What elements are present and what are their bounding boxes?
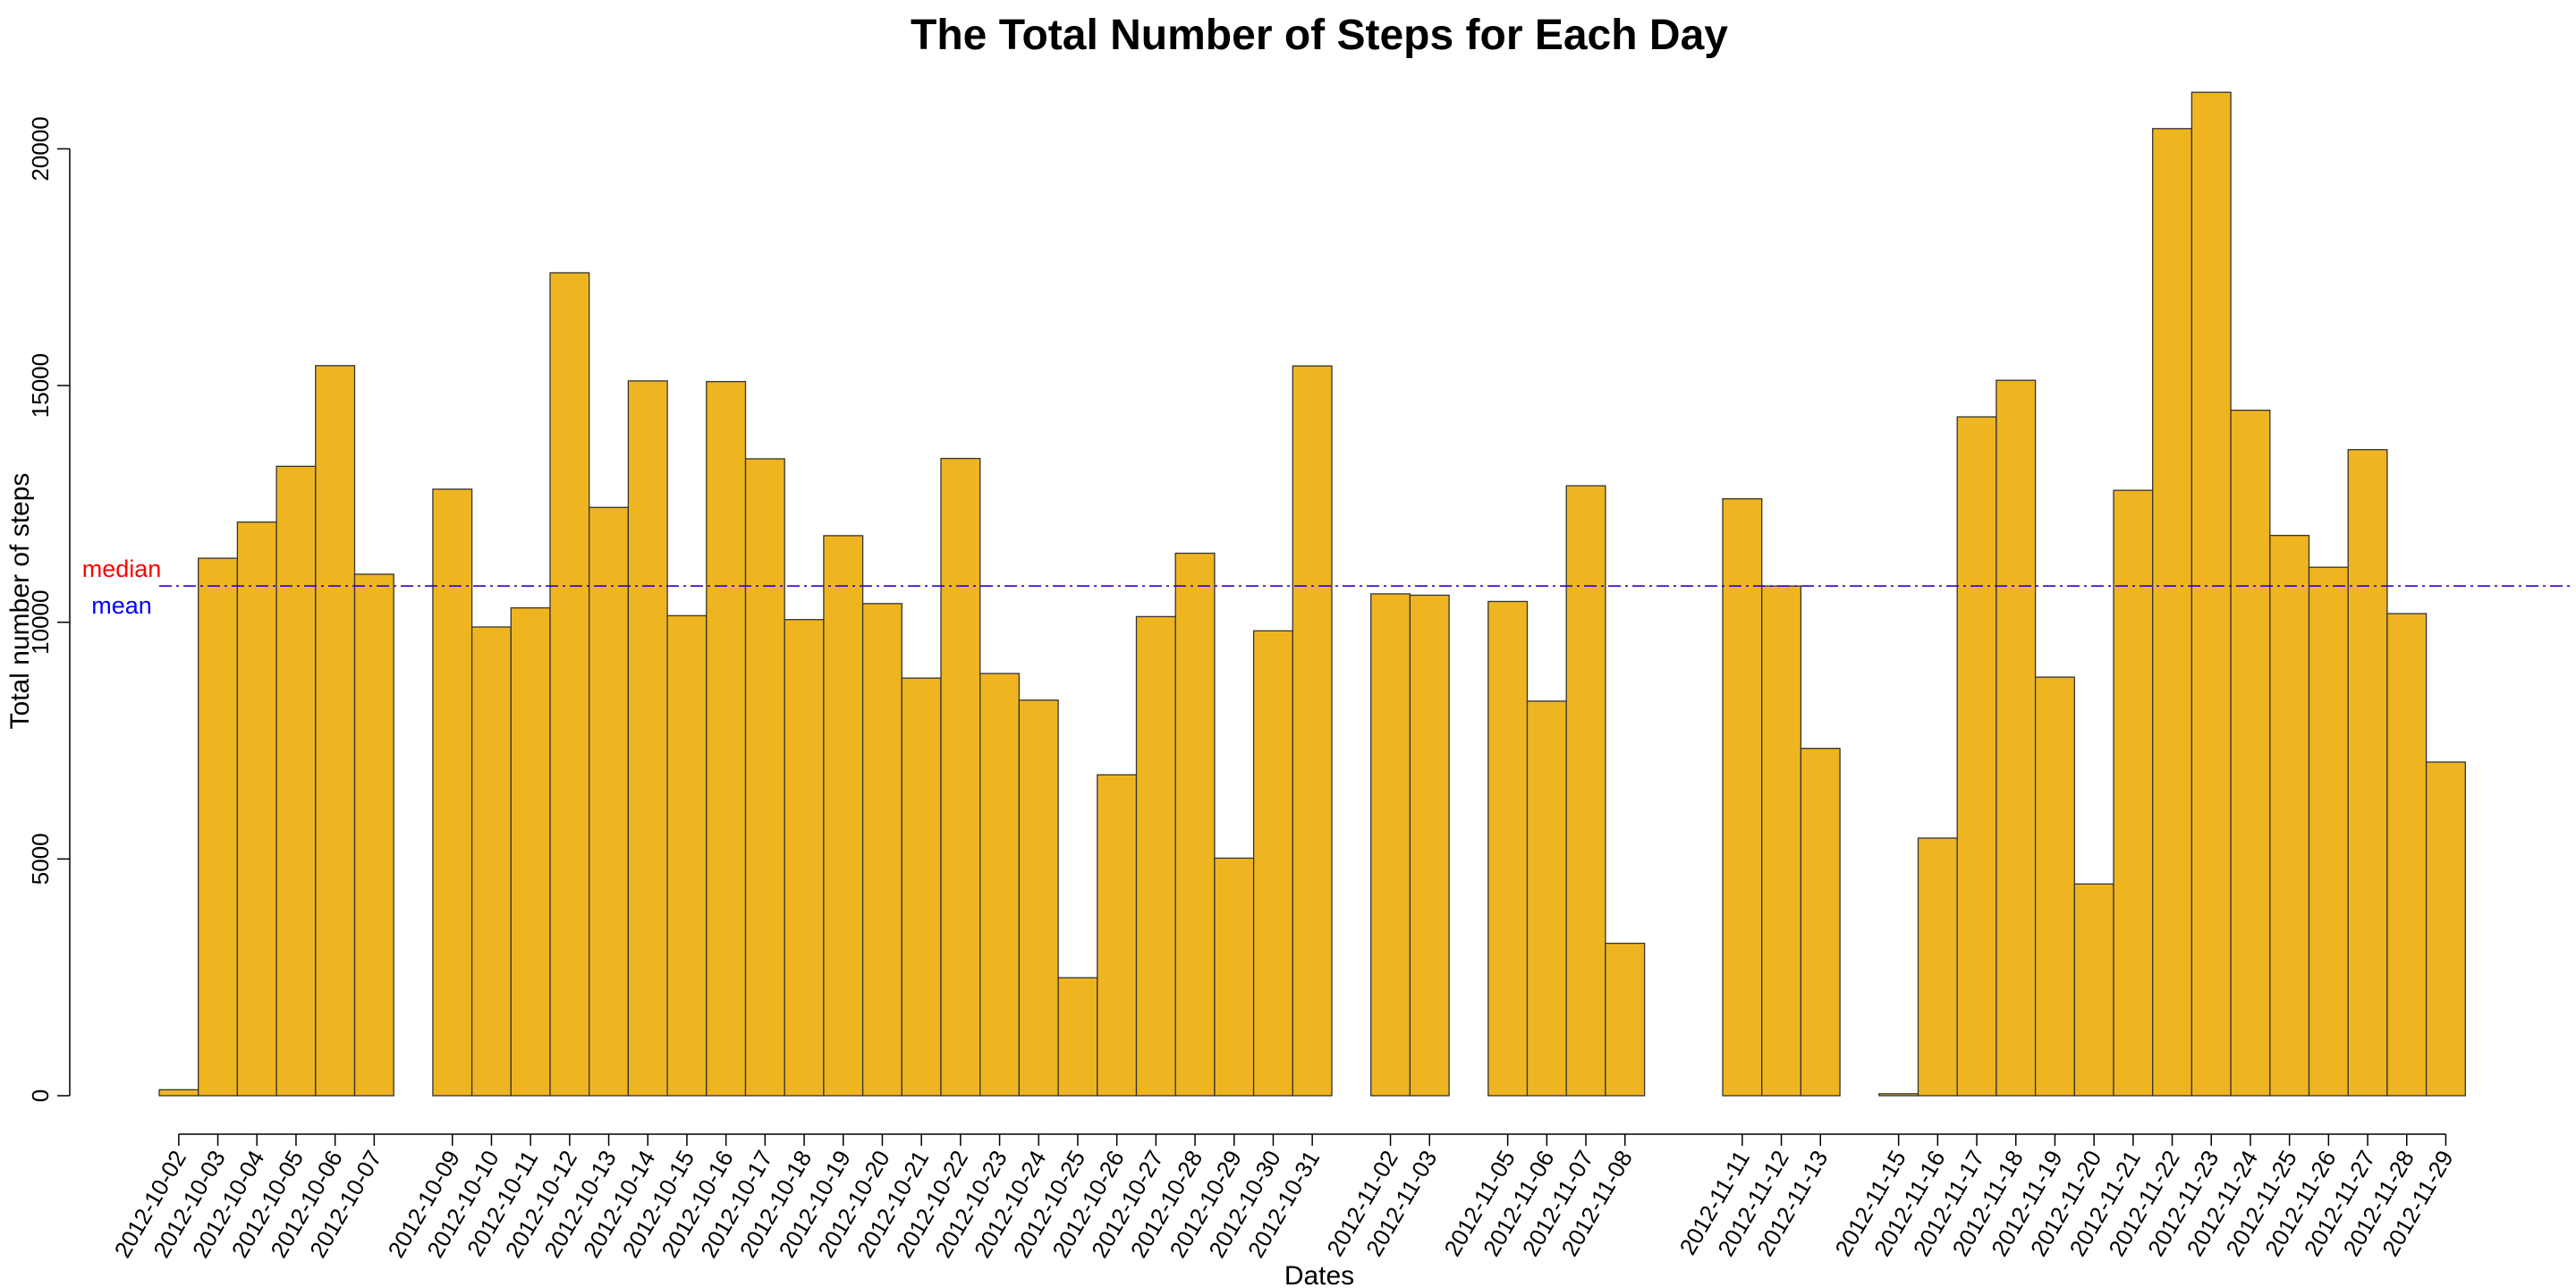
bar-2012-10-28: [1174, 552, 1216, 1097]
bar-2012-10-20: [861, 603, 902, 1097]
bar-2012-10-13: [589, 506, 630, 1097]
bar-2012-10-25: [1057, 977, 1098, 1097]
bar-2012-11-18: [1996, 379, 2037, 1097]
y-tick-label: 20000: [27, 116, 54, 181]
bar-2012-11-16: [1917, 837, 1958, 1097]
bar-2012-10-05: [275, 465, 317, 1097]
bar-2012-11-12: [1761, 585, 1802, 1097]
median-label: median: [82, 555, 162, 582]
bar-2012-11-13: [1800, 748, 1841, 1097]
bar-2012-11-27: [2347, 449, 2388, 1097]
bar-2012-11-17: [1956, 416, 1997, 1097]
bar-2012-11-21: [2113, 489, 2154, 1097]
bar-2012-11-07: [1565, 485, 1606, 1097]
bar-2012-11-22: [2152, 128, 2193, 1097]
bar-2012-11-15: [1878, 1093, 1919, 1097]
bar-2012-11-19: [2034, 676, 2075, 1097]
bar-2012-10-14: [627, 380, 668, 1097]
bar-2012-10-26: [1097, 774, 1138, 1097]
bar-2012-11-03: [1409, 594, 1450, 1097]
y-tick-label: 5000: [27, 833, 54, 885]
y-axis-label: Total number of steps: [5, 473, 35, 730]
bar-2012-10-23: [979, 673, 1021, 1097]
bar-2012-11-05: [1487, 600, 1529, 1097]
bar-2012-11-20: [2073, 883, 2114, 1097]
bar-2012-10-27: [1135, 615, 1176, 1097]
bar-2012-11-23: [2190, 91, 2232, 1097]
bar-2012-10-29: [1214, 857, 1255, 1097]
y-tick-label: 10000: [27, 590, 54, 655]
bars-layer: [158, 91, 2466, 1097]
bar-2012-10-04: [236, 521, 277, 1097]
bar-2012-10-03: [198, 557, 239, 1097]
bar-2012-10-06: [315, 365, 356, 1097]
chart-title: The Total Number of Steps for Each Day: [911, 12, 1728, 59]
bar-2012-10-17: [744, 458, 785, 1097]
bar-2012-11-24: [2230, 410, 2271, 1097]
bar-2012-11-11: [1722, 498, 1763, 1097]
bar-2012-10-11: [510, 606, 551, 1097]
bar-2012-10-21: [901, 677, 942, 1097]
bar-2012-10-16: [706, 380, 747, 1097]
bar-2012-11-25: [2269, 534, 2310, 1097]
y-tick-label: 15000: [27, 353, 54, 418]
bar-2012-10-31: [1292, 365, 1333, 1097]
bar-2012-11-06: [1526, 700, 1567, 1097]
bar-2012-10-10: [470, 626, 512, 1097]
bar-2012-10-02: [158, 1089, 199, 1097]
bar-2012-11-29: [2425, 761, 2466, 1097]
bar-2012-10-15: [666, 614, 708, 1097]
reference-lines-layer: median mean: [82, 555, 2574, 619]
bar-2012-10-30: [1252, 630, 1293, 1097]
y-tick-label: 0: [27, 1089, 54, 1102]
bar-2012-10-24: [1018, 699, 1059, 1097]
bar-2012-11-02: [1370, 593, 1411, 1097]
bar-2012-10-09: [432, 488, 473, 1097]
bar-2012-10-18: [784, 619, 825, 1097]
x-axis-label: Dates: [1284, 1261, 1354, 1288]
bar-2012-11-08: [1605, 942, 1646, 1097]
bar-2012-10-12: [549, 272, 590, 1097]
bar-2012-10-19: [823, 535, 864, 1097]
bar-2012-11-26: [2308, 566, 2349, 1097]
y-axis: 0 5000 10000 15000 20000: [27, 116, 71, 1102]
mean-label: mean: [91, 592, 152, 619]
bar-2012-11-28: [2386, 613, 2428, 1097]
bar-2012-10-22: [940, 457, 981, 1097]
bar-2012-10-07: [353, 573, 394, 1097]
